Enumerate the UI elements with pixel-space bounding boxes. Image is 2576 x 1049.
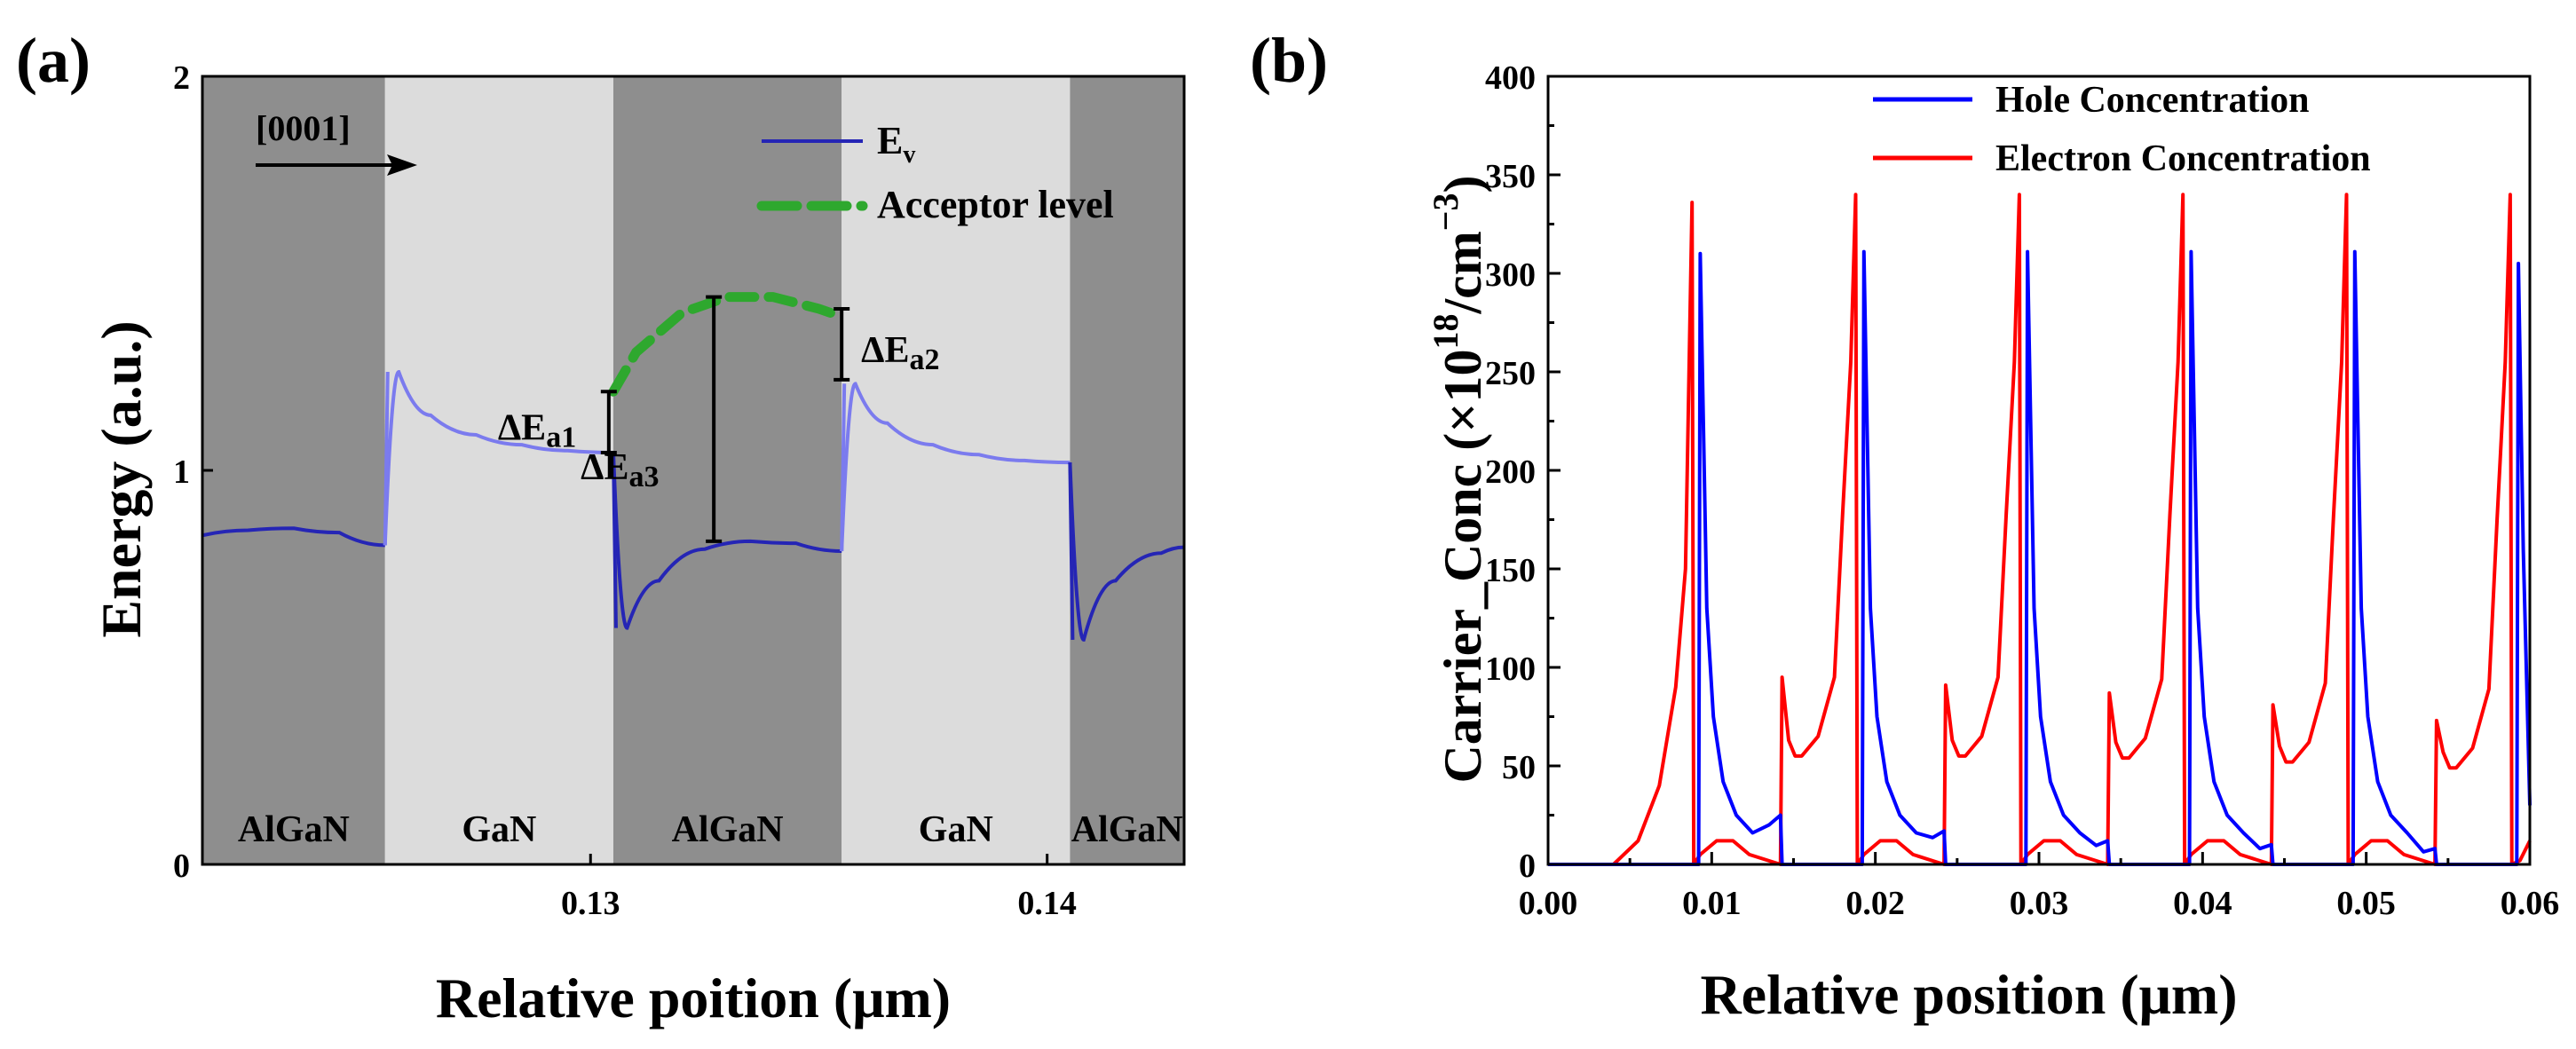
ev-line-segment-0 — [201, 526, 389, 548]
region-algan-2 — [612, 76, 842, 864]
delta-label-a2: ΔEa2 — [861, 330, 939, 376]
y-tick-label-b-2: 100 — [1485, 651, 1536, 688]
delta-label-a3: ΔEa3 — [581, 447, 659, 493]
x-tick-label-b-4: 0.04 — [2173, 885, 2232, 922]
y-tick-label-b-5: 250 — [1485, 355, 1536, 392]
region-gan-1 — [384, 76, 613, 864]
region-algan-0 — [202, 76, 385, 864]
ev-interface-jump-3 — [1068, 462, 1075, 640]
x-tick-label-b-5: 0.05 — [2336, 885, 2396, 922]
y-tick-label-b-7: 350 — [1485, 158, 1536, 195]
ev-line-segment-2 — [611, 451, 844, 630]
region-label-3: GaN — [919, 809, 993, 850]
arrow-head-icon — [387, 154, 417, 176]
arrow-label: [0001] — [256, 108, 351, 148]
legend-electron-label: Electron Concentration — [1995, 138, 2371, 179]
region-label-1: GaN — [462, 809, 536, 850]
region-algan-4 — [1070, 76, 1184, 864]
y-tick-label-b-0: 0 — [1519, 848, 1536, 885]
plot-frame-b — [1546, 75, 2532, 866]
legend-acceptor-label: Acceptor level — [877, 183, 1114, 226]
y-tick-label-b-1: 50 — [1502, 749, 1536, 786]
region-label-2: AlGaN — [672, 809, 784, 850]
y-tick-label-a-2: 2 — [173, 59, 190, 97]
panel-b-carrier-chart: (b) 0.00 0.01 0.02 0.03 0.04 0.05 0.06 0 50 100 15… — [1250, 25, 2559, 1026]
ev-line-segment-4 — [1068, 462, 1185, 642]
region-bands: AlGaN GaN AlGaN GaN AlGaN — [202, 76, 1184, 864]
y-tick-label-b-4: 200 — [1485, 454, 1536, 491]
acceptor-level-line — [608, 292, 847, 397]
axes-a: 0.13 0.14 0 1 2 — [173, 59, 1186, 922]
panel-a-energy-band-chart: (a) AlGaN GaN AlGaN GaN AlGaN 0.13 0.14 0 1 2 ΔE… — [16, 25, 1186, 1029]
x-axis-label-a: Relative poition (μm) — [436, 966, 951, 1029]
plot-lines — [201, 292, 1185, 642]
panel-b-label: (b) — [1250, 25, 1328, 96]
x-tick-label-b-1: 0.01 — [1682, 885, 1742, 922]
y-tick-label-b-6: 300 — [1485, 256, 1536, 294]
x-tick-label-a-1: 0.14 — [1017, 885, 1077, 922]
legend-hole-label: Hole Concentration — [1995, 80, 2309, 121]
crystal-direction-arrow: [0001] — [256, 108, 417, 176]
legend-a: Ev Acceptor level — [756, 119, 1114, 226]
ev-line-segment-3 — [840, 382, 1071, 554]
axes-b: 0.00 0.01 0.02 0.03 0.04 0.05 0.06 0 50 100 150 200… — [1485, 59, 2559, 922]
y-tick-label-a-1: 1 — [173, 454, 190, 491]
ev-interface-jump-1 — [611, 452, 618, 628]
legend-b: Hole Concentration Electron Concentratio… — [1873, 80, 2371, 179]
x-tick-label-b-6: 0.06 — [2501, 885, 2560, 922]
panel-a-label: (a) — [16, 25, 91, 96]
y-tick-label-a-0: 0 — [173, 848, 190, 885]
electron-concentration-line — [1548, 193, 2532, 866]
x-tick-label-b-2: 0.02 — [1845, 885, 1905, 922]
x-tick-label-b-0: 0.00 — [1519, 885, 1578, 922]
delta-label-a1: ΔEa1 — [498, 408, 576, 454]
y-axis-label-a: Energy (a.u.) — [90, 320, 153, 637]
region-gan-3 — [842, 76, 1071, 864]
y-axis-label-b: Carrier_Conc (×1018/cm−3) — [1426, 175, 1492, 783]
region-label-0: AlGaN — [238, 809, 350, 850]
x-axis-label-b: Relative position (μm) — [1700, 963, 2237, 1026]
region-label-4: AlGaN — [1071, 809, 1183, 850]
legend-ev-label: Ev — [877, 119, 915, 169]
ev-line-segment-1 — [383, 369, 615, 548]
y-tick-label-b-3: 150 — [1485, 552, 1536, 589]
hole-concentration-line — [1548, 249, 2532, 866]
ev-interface-jump-2 — [840, 383, 847, 552]
x-tick-label-b-3: 0.03 — [2010, 885, 2069, 922]
plot-lines-b — [1548, 193, 2532, 866]
ev-interface-jump-0 — [383, 371, 390, 546]
y-tick-label-b-8: 400 — [1485, 59, 1536, 97]
x-tick-label-a-0: 0.13 — [561, 885, 620, 922]
